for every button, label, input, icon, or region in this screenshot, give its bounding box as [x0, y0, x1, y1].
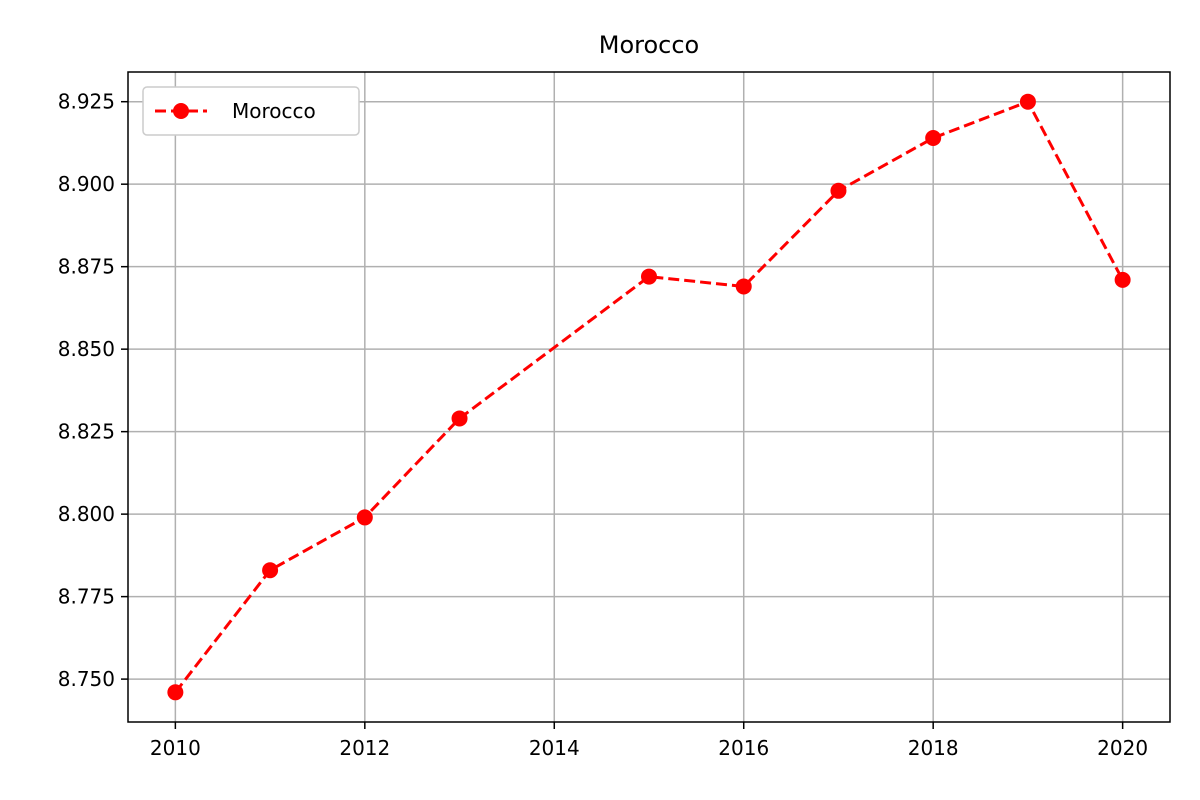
x-tick-label: 2018 — [908, 736, 959, 760]
x-tick-label: 2020 — [1097, 736, 1148, 760]
data-point — [735, 278, 752, 295]
y-tick-label: 8.775 — [58, 585, 115, 609]
y-tick-label: 8.750 — [58, 667, 115, 691]
data-point — [1019, 93, 1036, 110]
y-tick-label: 8.875 — [58, 255, 115, 279]
grid — [128, 72, 1170, 722]
y-tick-label: 8.800 — [58, 502, 115, 526]
y-tick-label: 8.900 — [58, 172, 115, 196]
data-point — [830, 182, 847, 199]
plot-frame — [127, 71, 1171, 723]
legend: Morocco — [142, 86, 360, 136]
data-point — [451, 410, 468, 427]
series-layer — [167, 93, 1131, 701]
axis-ticks: 2010 2012 2014 2016 2018 2020 8.750 8.775 8.800 8… — [58, 90, 1148, 760]
x-tick-label: 2014 — [529, 736, 580, 760]
x-tick-label: 2010 — [150, 736, 201, 760]
data-point — [641, 268, 657, 285]
data-point — [1114, 271, 1131, 288]
legend-label: Morocco — [232, 99, 316, 123]
x-tick-label: 2016 — [718, 736, 769, 760]
y-tick-label: 8.850 — [58, 337, 115, 361]
data-point — [262, 562, 279, 579]
legend-box — [142, 86, 360, 136]
y-tick-label: 8.925 — [58, 90, 115, 114]
data-point — [167, 684, 184, 701]
x-tick-label: 2012 — [339, 736, 390, 760]
y-tick-label: 8.825 — [58, 420, 115, 444]
legend-marker — [173, 103, 189, 119]
data-point — [925, 129, 942, 146]
chart-title: Morocco — [599, 31, 700, 59]
data-point — [356, 509, 373, 526]
series-line-morocco — [174, 99, 1124, 694]
